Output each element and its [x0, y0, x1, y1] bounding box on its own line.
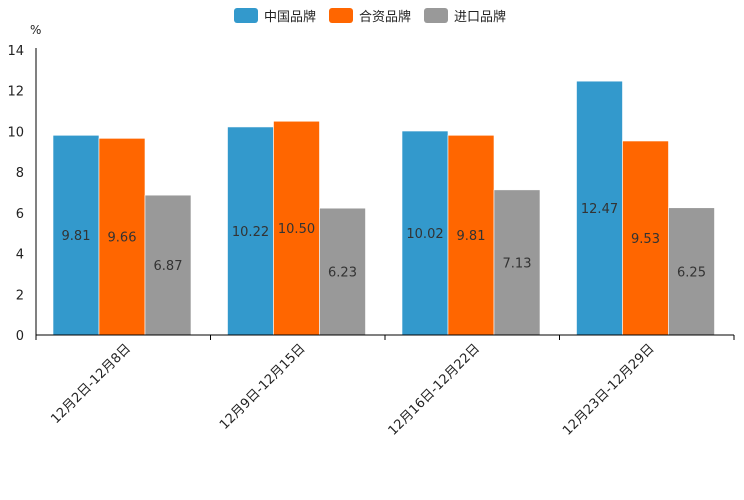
data-label: 10.02 [406, 227, 443, 242]
data-label: 9.81 [62, 229, 91, 244]
data-label: 6.25 [677, 265, 706, 280]
y-tick-label: 14 [7, 44, 24, 59]
x-tick-label: 12月16日-12月22日 [386, 341, 483, 438]
legend-label-3: 进口品牌 [454, 9, 506, 25]
y-axis-label: % [30, 23, 41, 37]
legend-swatch-1 [234, 8, 258, 23]
legend-swatch-2 [329, 8, 353, 23]
data-label: 6.87 [154, 259, 183, 274]
y-tick-label: 4 [16, 248, 24, 263]
bars: 9.81 9.66 6.87 10.22 10.50 6.23 10.02 9.81 7.13 1… [52, 80, 715, 336]
legend: 中国品牌 合资品牌 进口品牌 [234, 8, 506, 25]
data-label: 7.13 [503, 256, 532, 271]
y-tick-label: 0 [16, 329, 24, 344]
y-tick-label: 2 [16, 288, 24, 303]
legend-label-1: 中国品牌 [264, 9, 316, 25]
x-tick-label: 12月23日-12月29日 [560, 341, 657, 438]
bar-2-1 [98, 138, 146, 336]
bar-3-2 [319, 207, 366, 336]
data-label: 6.23 [328, 266, 357, 281]
data-label: 9.81 [457, 229, 486, 244]
y-axis: 0 2 4 6 8 10 12 14 [7, 44, 37, 344]
data-label: 9.66 [108, 231, 137, 246]
y-tick-label: 10 [7, 125, 24, 140]
legend-swatch-3 [424, 8, 448, 23]
bar-3-3 [493, 189, 541, 336]
data-label: 10.22 [232, 225, 269, 240]
x-tick-label: 12月9日-12月15日 [217, 341, 309, 433]
x-axis: 12月2日-12月8日 12月9日-12月15日 12月16日-12月22日 12月2… [35, 334, 735, 439]
y-tick-label: 8 [16, 166, 24, 181]
bar-3-4 [668, 207, 715, 336]
y-tick-label: 6 [16, 207, 24, 222]
bar-2-3 [447, 134, 495, 336]
legend-label-2: 合资品牌 [359, 9, 411, 25]
bar-1-4 [576, 80, 623, 336]
data-label: 10.50 [278, 222, 315, 237]
data-label: 9.53 [631, 232, 660, 247]
x-tick-label: 12月2日-12月8日 [48, 341, 134, 427]
data-label: 12.47 [581, 202, 618, 217]
y-tick-label: 12 [7, 85, 24, 100]
bar-2-4 [622, 140, 669, 336]
